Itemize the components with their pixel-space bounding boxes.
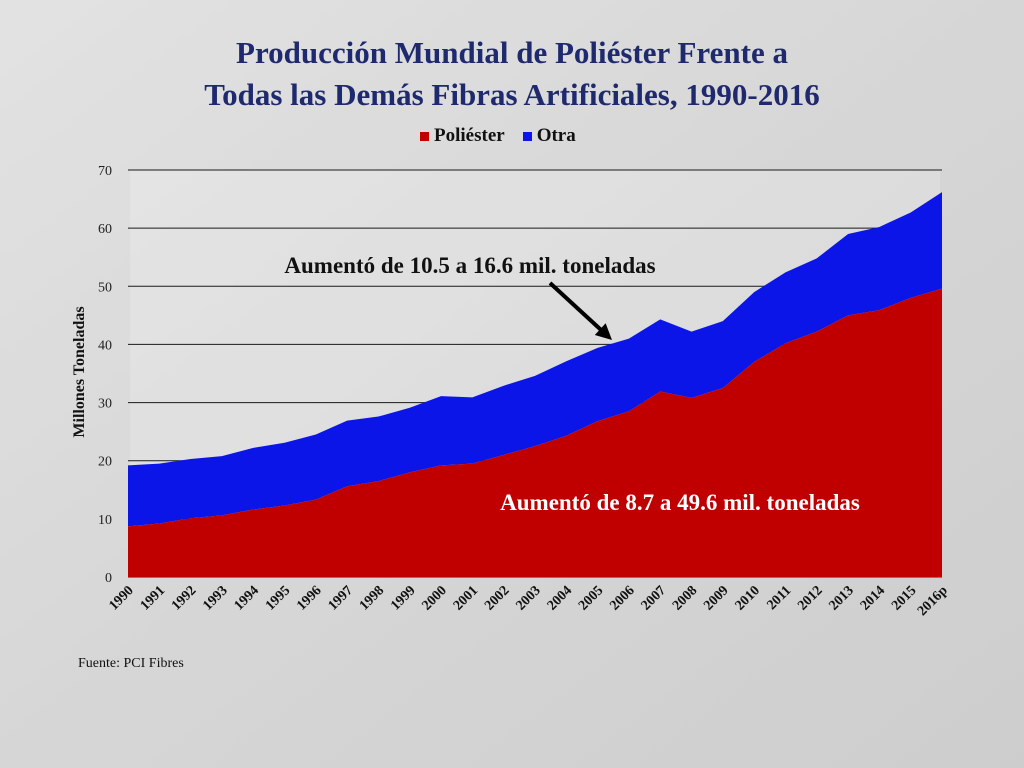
y-tick-60: 60 [98,222,112,237]
chart-title-line-1: Producción Mundial de Poliéster Frente a [236,35,788,70]
x-tick-1994: 1994 [232,583,262,613]
legend-item-poliester: Poliéster [420,125,505,147]
x-tick-2012: 2012 [795,583,825,613]
annotation-arrow-shaft [548,281,608,336]
y-tick-10: 10 [98,513,112,528]
y-tick-40: 40 [98,338,112,353]
annotation-poliester-increase: Aumentó de 8.7 a 49.6 mil. toneladas [500,490,860,515]
chart-title-line-2: Todas las Demás Fibras Artificiales, 199… [204,77,820,112]
legend: Poliéster Otra [420,124,594,148]
y-tick-labels: 0 10 20 30 40 50 60 70 [98,164,112,586]
y-tick-30: 30 [98,397,112,412]
legend-item-otra: Otra [522,125,576,147]
areas [128,192,942,577]
x-tick-2013: 2013 [826,583,856,613]
annotations: Aumentó de 10.5 a 16.6 mil. toneladas Aum… [284,253,860,515]
legend-label-poliester: Poliéster [434,125,505,146]
x-tick-1991: 1991 [138,583,168,613]
x-tick-1996: 1996 [294,583,324,613]
x-tick-2004: 2004 [545,583,575,613]
y-tick-50: 50 [98,280,112,295]
x-tick-1992: 1992 [169,583,199,613]
x-tick-2007: 2007 [639,583,669,613]
annotation-arrow-head [594,323,612,340]
x-tick-2010: 2010 [733,583,763,613]
x-tick-2011: 2011 [764,583,794,613]
legend-swatch-poliester [420,131,429,141]
x-tick-1990: 1990 [106,583,136,613]
x-tick-2003: 2003 [513,583,543,613]
legend-label-otra: Otra [536,125,576,146]
x-tick-2009: 2009 [701,583,731,613]
y-tick-20: 20 [98,455,112,470]
legend-swatch-otra [522,131,532,141]
x-tick-1998: 1998 [357,583,387,613]
area-poliester [128,288,942,577]
x-tick-2000: 2000 [419,583,449,613]
x-tick-1993: 1993 [200,583,230,613]
x-tick-2001: 2001 [451,583,481,613]
x-tick-2014: 2014 [858,583,888,613]
x-tick-2005: 2005 [576,583,606,613]
x-tick-2008: 2008 [670,583,700,613]
y-tick-0: 0 [105,571,112,586]
y-tick-70: 70 [98,164,112,179]
annotation-otra-increase: Aumentó de 10.5 a 16.6 mil. toneladas [284,253,655,278]
x-tick-1997: 1997 [326,583,356,613]
x-tick-2016p: 2016p [915,583,951,619]
x-tick-labels: 1990 1991 1992 1993 1994 1995 1996 1997 1998 1999… [106,583,951,619]
x-tick-2002: 2002 [482,583,512,613]
x-tick-1999: 1999 [388,583,418,613]
x-tick-1995: 1995 [263,583,293,613]
area-otra [128,192,942,527]
x-tick-2006: 2006 [607,583,637,613]
source-note: Fuente: PCI Fibres [78,656,184,671]
